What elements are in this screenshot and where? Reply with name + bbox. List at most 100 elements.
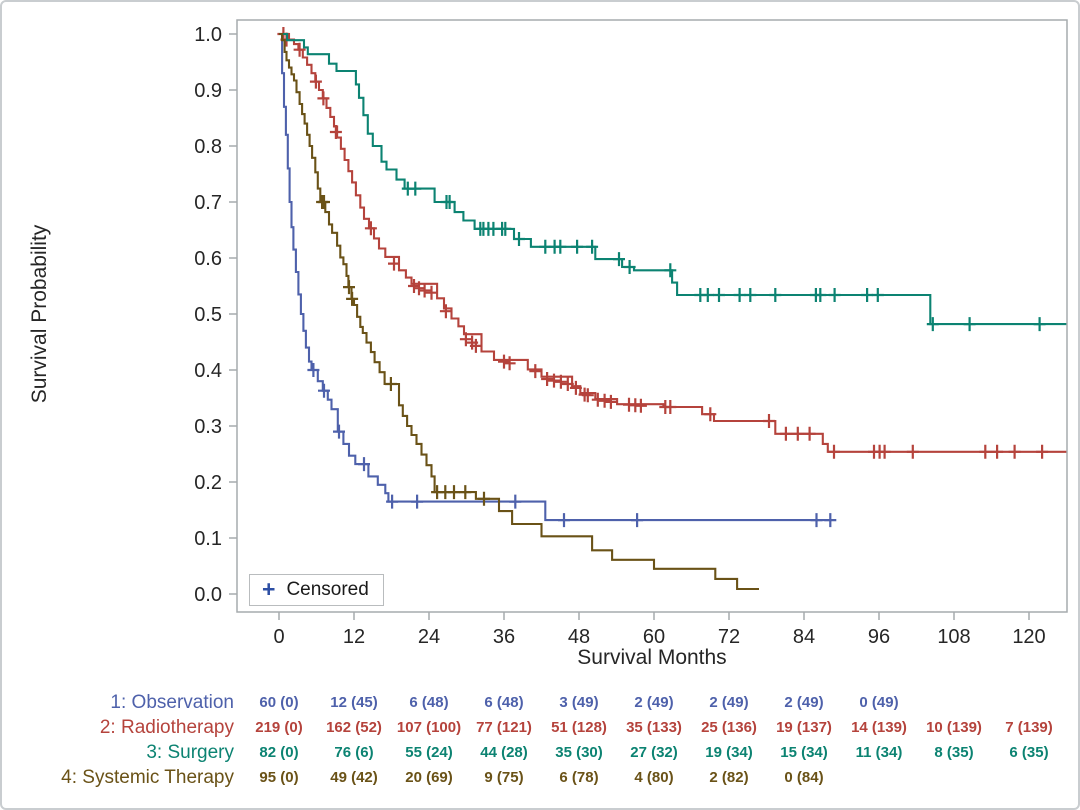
censor-plus-icon: + [262, 575, 276, 602]
risk-value: 60 (0) [259, 694, 299, 711]
censor-mark [1033, 317, 1046, 332]
x-tick-label: 48 [568, 626, 590, 648]
censor-mark [554, 239, 567, 254]
censored-legend-label: Censored [286, 579, 369, 600]
risk-row: 2: Radiotherapy 219 (0) 162 (52) 107 (100) 7… [2, 715, 1078, 740]
series-radiotherapy [277, 27, 1067, 459]
censor-mark [1008, 444, 1021, 459]
censor-mark [828, 288, 841, 302]
censor-mark [358, 457, 370, 472]
censor-mark [329, 125, 342, 139]
censor-mark [803, 426, 816, 441]
risk-value: 10 (139) [926, 719, 982, 736]
censor-mark [814, 288, 827, 302]
censor-mark [963, 317, 976, 332]
censor-mark [503, 356, 516, 371]
plot-border [236, 19, 1068, 613]
risk-value: 20 (69) [405, 769, 453, 786]
y-tick-label: 0.1 [194, 528, 222, 550]
x-tick-label: 120 [1012, 626, 1045, 648]
x-axis: 0 12 24 36 48 60 72 84 96 108 120 [273, 612, 1046, 648]
risk-value: 9 (75) [484, 769, 524, 786]
risk-row-label: 1: Observation [110, 692, 234, 713]
censor-mark [541, 372, 554, 386]
risk-row: 1: Observation 60 (0) 12 (45) 6 (48) 6 (48) 3… [2, 690, 1078, 715]
survival-curve [279, 32, 1067, 453]
risk-value: 55 (24) [405, 744, 453, 761]
censor-mark [293, 42, 306, 57]
censor-mark [439, 304, 452, 319]
risk-value: 219 (0) [255, 719, 303, 736]
risk-value: 77 (121) [476, 719, 532, 736]
censor-mark [478, 491, 490, 506]
y-tick-label: 0.2 [194, 472, 222, 494]
censor-mark [548, 373, 560, 388]
censor-mark [558, 513, 570, 528]
censor-mark [411, 494, 424, 509]
risk-row-label: 3: Surgery [146, 742, 234, 763]
risk-value: 35 (133) [626, 719, 682, 736]
risk-value: 0 (84) [784, 769, 824, 786]
censor-mark [828, 444, 840, 459]
risk-value: 2 (82) [709, 769, 749, 786]
censor-mark [509, 494, 522, 509]
censor-mark [926, 317, 939, 332]
censor-mark [634, 398, 647, 413]
risk-row: 3: Surgery 82 (0) 76 (6) 55 (24) 44 (28) 35 (… [2, 740, 1078, 765]
censor-mark [459, 332, 472, 347]
censor-mark [459, 485, 472, 500]
y-tick-label: 0.7 [194, 192, 222, 214]
censor-mark [498, 354, 510, 369]
risk-value: 25 (136) [701, 719, 757, 736]
censor-mark [443, 195, 456, 209]
plot-area [237, 20, 1067, 612]
risk-value: 162 (52) [326, 719, 382, 736]
censor-mark [581, 388, 594, 403]
censor-mark [810, 513, 823, 528]
risk-value: 6 (35) [1009, 744, 1049, 761]
y-tick-label: 0.6 [194, 248, 222, 270]
censor-mark [623, 260, 636, 274]
censor-mark [571, 239, 584, 254]
censor-mark [309, 74, 322, 89]
x-tick-label: 84 [793, 626, 815, 648]
risk-value: 2 (49) [634, 694, 674, 711]
y-tick-label: 0.0 [194, 584, 222, 606]
risk-row: 4: Systemic Therapy 95 (0) 49 (42) 20 (69) 9… [2, 765, 1078, 790]
censor-mark [861, 288, 874, 302]
risk-value: 49 (42) [330, 769, 378, 786]
y-tick-label: 0.4 [194, 360, 222, 382]
x-tick-label: 0 [273, 626, 284, 648]
censor-mark [586, 239, 599, 254]
risk-value: 82 (0) [259, 744, 299, 761]
censored-legend: + Censored [249, 574, 384, 606]
x-tick-label: 108 [937, 626, 970, 648]
risk-value: 19 (137) [776, 719, 832, 736]
censor-mark [386, 494, 399, 509]
risk-row-label: 4: Systemic Therapy [61, 767, 234, 788]
x-tick-label: 60 [643, 626, 665, 648]
risk-value: 2 (49) [784, 694, 824, 711]
risk-value: 11 (34) [855, 744, 903, 761]
risk-value: 76 (6) [334, 744, 374, 761]
censor-mark [991, 444, 1004, 459]
censor-mark [701, 288, 714, 302]
censor-mark [604, 394, 617, 409]
censor-mark [346, 291, 359, 306]
risk-value: 44 (28) [480, 744, 528, 761]
censor-mark [791, 426, 804, 441]
censor-mark [388, 256, 400, 271]
risk-row-label: 2: Radiotherapy [99, 717, 234, 738]
risk-value: 6 (48) [484, 694, 524, 711]
risk-value: 6 (48) [409, 694, 449, 711]
censor-mark [631, 513, 644, 528]
x-tick-label: 72 [718, 626, 740, 648]
x-tick-label: 36 [493, 626, 515, 648]
censor-mark [448, 485, 460, 500]
y-tick-label: 0.9 [194, 80, 222, 102]
censor-mark [529, 364, 542, 379]
risk-value: 19 (34) [705, 744, 753, 761]
risk-value: 0 (49) [859, 694, 899, 711]
risk-value: 95 (0) [259, 769, 299, 786]
